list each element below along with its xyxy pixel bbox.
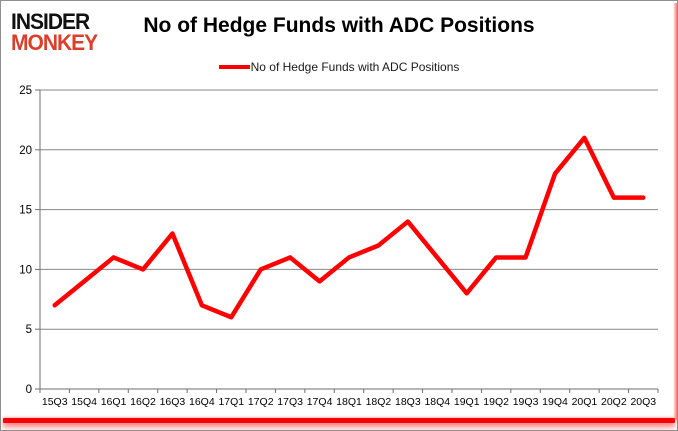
y-axis-label: 5 bbox=[26, 324, 32, 336]
x-axis-label: 16Q3 bbox=[160, 396, 186, 408]
x-axis-label: 17Q3 bbox=[277, 396, 303, 408]
insider-monkey-logo: INSIDER MONKEY bbox=[11, 9, 98, 56]
chart-legend: No of Hedge Funds with ADC Positions bbox=[1, 59, 677, 75]
x-axis-label: 20Q3 bbox=[630, 396, 656, 408]
y-axis-label: 20 bbox=[19, 145, 32, 157]
bottom-red-border bbox=[3, 418, 675, 423]
x-axis-label: 20Q2 bbox=[601, 396, 627, 408]
x-axis-label: 19Q4 bbox=[542, 396, 568, 408]
x-axis-label: 15Q4 bbox=[71, 396, 97, 408]
x-axis-label: 17Q4 bbox=[307, 396, 333, 408]
x-axis-label: 19Q3 bbox=[513, 396, 539, 408]
legend-line-icon bbox=[218, 65, 250, 69]
x-axis-label: 19Q1 bbox=[454, 396, 480, 408]
y-axis-label: 0 bbox=[26, 384, 32, 396]
x-axis-label: 18Q2 bbox=[366, 396, 392, 408]
x-axis-label: 18Q4 bbox=[424, 396, 450, 408]
legend-label: No of Hedge Funds with ADC Positions bbox=[250, 60, 460, 74]
chart-title: No of Hedge Funds with ADC Positions bbox=[143, 14, 535, 37]
x-axis-label: 18Q3 bbox=[395, 396, 421, 408]
x-axis-label: 16Q2 bbox=[130, 396, 156, 408]
logo-monkey: MONKEY bbox=[11, 30, 98, 56]
x-axis-label: 20Q1 bbox=[572, 396, 598, 408]
y-axis-label: 25 bbox=[19, 85, 32, 97]
x-axis-label: 15Q3 bbox=[42, 396, 68, 408]
x-axis-label: 17Q2 bbox=[248, 396, 274, 408]
logo-insider: INSIDER bbox=[11, 9, 90, 35]
x-axis-label: 16Q4 bbox=[189, 396, 215, 408]
x-axis-label: 18Q1 bbox=[336, 396, 362, 408]
right-red-border bbox=[673, 3, 677, 420]
x-axis-label: 19Q2 bbox=[483, 396, 509, 408]
series-line bbox=[52, 135, 646, 320]
y-axis-label: 15 bbox=[19, 205, 32, 217]
x-axis-label: 16Q1 bbox=[101, 396, 127, 408]
y-axis-label: 10 bbox=[19, 264, 32, 276]
x-axis-label: 17Q1 bbox=[218, 396, 244, 408]
